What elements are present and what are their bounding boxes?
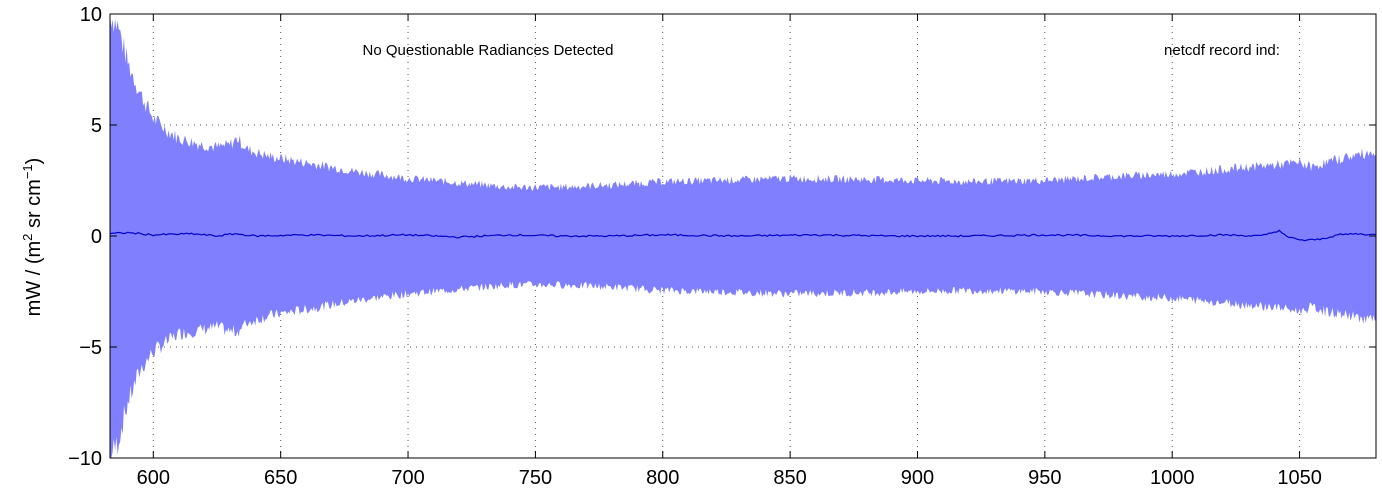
y-axis-label-sup-1: 2 — [20, 234, 35, 241]
x-tick-label: 800 — [646, 467, 679, 489]
record-index-annotation: netcdf record ind: — [1164, 42, 1280, 59]
x-tick-label: 700 — [391, 467, 424, 489]
x-tick-label: 600 — [137, 467, 170, 489]
y-axis-label: mW / (m2 sr cm−1) — [20, 158, 45, 317]
y-tick-label: −5 — [79, 337, 102, 359]
x-tick-label: 1000 — [1150, 467, 1195, 489]
status-annotation: No Questionable Radiances Detected — [363, 42, 614, 59]
x-tick-label: 850 — [773, 467, 806, 489]
y-tick-label: −10 — [68, 448, 102, 470]
y-tick-labels: −10 −5 0 5 10 — [68, 4, 102, 470]
y-axis-label-mid: sr cm — [23, 179, 45, 233]
y-axis-label-sup-2: −1 — [20, 164, 35, 179]
x-tick-label: 950 — [1028, 467, 1061, 489]
y-axis-label-base: mW / (m — [23, 241, 45, 317]
ticks — [110, 13, 1376, 459]
x-tick-label: 650 — [264, 467, 297, 489]
mean-radiance-line — [109, 229, 1377, 242]
x-tick-label: 750 — [519, 467, 552, 489]
x-tick-labels: 600 650 700 750 800 850 900 950 1000 1050 — [137, 467, 1322, 489]
x-tick-label: 1050 — [1277, 467, 1322, 489]
y-axis-label-end: ) — [23, 158, 45, 165]
x-tick-label: 900 — [901, 467, 934, 489]
y-tick-label: 10 — [80, 4, 102, 26]
y-tick-label: 5 — [91, 115, 102, 137]
y-tick-label: 0 — [91, 226, 102, 248]
